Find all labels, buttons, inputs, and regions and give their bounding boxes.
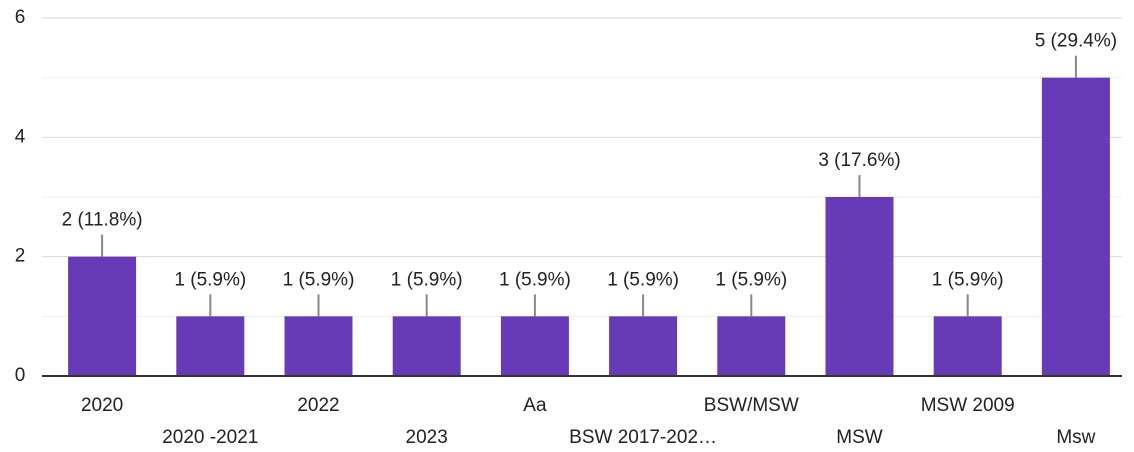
value-label: 1 (5.9%) — [607, 269, 679, 290]
x-tick-label: 2020 -2021 — [162, 427, 258, 448]
bar — [176, 316, 245, 376]
bar — [825, 197, 894, 376]
bar — [1041, 77, 1110, 377]
value-label: 1 (5.9%) — [932, 269, 1004, 290]
value-label: 1 (5.9%) — [391, 269, 463, 290]
bar — [717, 316, 786, 376]
y-tick-label: 0 — [15, 365, 26, 386]
y-tick-label: 6 — [15, 7, 26, 28]
x-tick-label: BSW/MSW — [704, 395, 799, 416]
x-tick-label: Msw — [1056, 427, 1095, 448]
x-tick-label: 2022 — [297, 395, 339, 416]
x-tick-label: BSW 2017-202… — [569, 427, 717, 448]
value-label: 3 (17.6%) — [818, 150, 900, 171]
value-label: 5 (29.4%) — [1035, 31, 1117, 52]
bar — [500, 316, 569, 376]
value-label: 1 (5.9%) — [283, 269, 355, 290]
value-label: 1 (5.9%) — [715, 269, 787, 290]
x-tick-label: MSW — [836, 427, 883, 448]
value-label: 2 (11.8%) — [62, 210, 143, 231]
x-tick-label: MSW 2009 — [921, 395, 1015, 416]
bar — [392, 316, 461, 376]
bar — [933, 316, 1002, 376]
bar — [284, 316, 353, 376]
bar — [609, 316, 678, 376]
x-tick-label: 2023 — [406, 427, 448, 448]
bar — [68, 256, 137, 376]
x-tick-label: 2020 — [81, 395, 123, 416]
value-label: 1 (5.9%) — [174, 269, 246, 290]
y-tick-label: 4 — [15, 126, 26, 147]
x-tick-label: Aa — [523, 395, 547, 416]
value-label: 1 (5.9%) — [499, 269, 571, 290]
y-tick-label: 2 — [15, 246, 26, 267]
